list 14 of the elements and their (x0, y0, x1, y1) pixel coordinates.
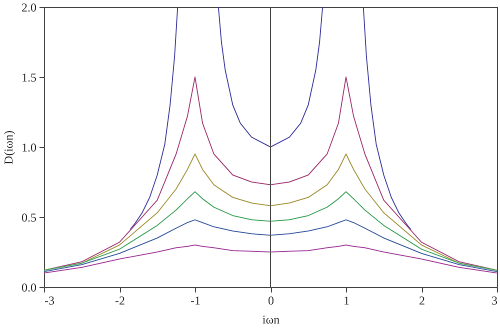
y-tick-label: 0.5 (22, 210, 36, 224)
y-axis-title: D(iωn) (2, 130, 16, 164)
x-tick-label: 3 (492, 294, 498, 308)
x-tick-label: 2 (419, 294, 425, 308)
x-axis-title: iωn (262, 312, 280, 326)
x-tick-label: -2 (115, 294, 125, 308)
x-tick-label: 1 (344, 294, 350, 308)
y-tick-label: 0.0 (22, 280, 36, 294)
y-tick-label: 1.5 (22, 70, 36, 84)
y-tick-label: 2.0 (22, 0, 36, 14)
x-tick-label: 0 (268, 294, 274, 308)
x-tick-label: -3 (44, 294, 54, 308)
x-tick-label: -1 (190, 294, 200, 308)
y-tick-label: 1.0 (22, 140, 36, 154)
